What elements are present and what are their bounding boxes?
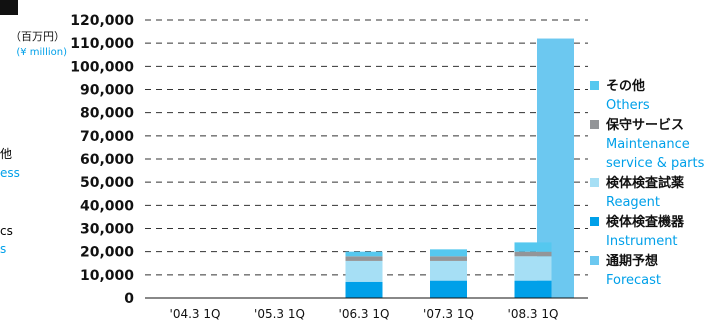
legend-label-jp: 通期予想: [606, 253, 658, 269]
y-tick-label: 30,000: [80, 222, 134, 238]
bar-segment: [345, 251, 383, 257]
legend-label-jp: 保守サービス: [605, 117, 684, 133]
left-fragment: s: [0, 242, 6, 256]
y-tick-label: 10,000: [80, 268, 134, 284]
bar-segment: [430, 256, 467, 261]
bar-segment: [514, 280, 552, 298]
y-axis-tick-labels: 0 10,000 20,000 30,000 40,000 50,000 60,000 70,…: [70, 13, 134, 307]
legend-label-en: Maintenance: [606, 137, 690, 152]
x-tick-label: '05.3 1Q: [254, 307, 305, 321]
y-tick-label: 100,000: [70, 59, 134, 75]
x-axis-tick-labels: '04.3 1Q '05.3 1Q '06.3 1Q '07.3 1Q '08.3 1Q: [170, 307, 559, 321]
left-fragment: ess: [0, 166, 20, 180]
legend-label-en: Reagent: [606, 195, 660, 210]
legend-label-jp: その他: [606, 78, 645, 94]
y-tick-label: 50,000: [80, 175, 134, 191]
bar-segment: [345, 260, 383, 282]
legend-label-jp: 検体検査機器: [606, 214, 685, 230]
bar-segment: [514, 242, 552, 252]
x-tick-label: '08.3 1Q: [508, 307, 559, 321]
y-tick-label: 90,000: [80, 83, 134, 99]
bar-segment: [514, 251, 552, 257]
legend-swatch: [590, 217, 599, 226]
legend-label-jp: 検体検査試薬: [606, 175, 685, 191]
bar-segment: [430, 249, 467, 257]
legend-swatch: [590, 256, 599, 265]
y-tick-label: 20,000: [80, 245, 134, 261]
bar-segment: [430, 260, 467, 281]
bars: [345, 38, 574, 299]
bar-segment: [345, 281, 383, 298]
legend-label-en: Others: [606, 98, 650, 113]
legend-swatch: [590, 120, 599, 129]
left-fragment: 他: [0, 147, 12, 161]
legend-label-en: Forecast: [606, 273, 661, 288]
y-tick-label: 40,000: [80, 198, 134, 214]
y-tick-label: 110,000: [70, 36, 134, 52]
legend-label-en: service & parts: [606, 156, 705, 171]
legend-label-en: Instrument: [606, 234, 678, 249]
y-tick-label: 80,000: [80, 106, 134, 122]
gridlines: [145, 19, 588, 276]
y-tick-label: 120,000: [70, 13, 134, 29]
x-tick-label: '07.3 1Q: [423, 307, 474, 321]
y-tick-label: 0: [124, 291, 134, 307]
unit-en: (¥ million): [16, 47, 67, 58]
y-tick-label: 60,000: [80, 152, 134, 168]
bar-segment: [514, 256, 552, 281]
x-tick-label: '06.3 1Q: [339, 307, 390, 321]
bar-segment: [345, 256, 383, 261]
corner-mark: [0, 0, 18, 15]
legend: その他 Others 保守サービス Maintenance service & part…: [590, 78, 705, 288]
y-tick-label: 70,000: [80, 129, 134, 145]
left-cropped-legend: 他 ess cs s: [0, 147, 20, 256]
left-fragment: cs: [0, 224, 13, 238]
unit-jp: （百万円）: [10, 30, 65, 43]
legend-swatch: [590, 81, 599, 90]
legend-swatch: [590, 178, 599, 187]
bar-segment: [430, 280, 467, 298]
x-tick-label: '04.3 1Q: [170, 307, 221, 321]
